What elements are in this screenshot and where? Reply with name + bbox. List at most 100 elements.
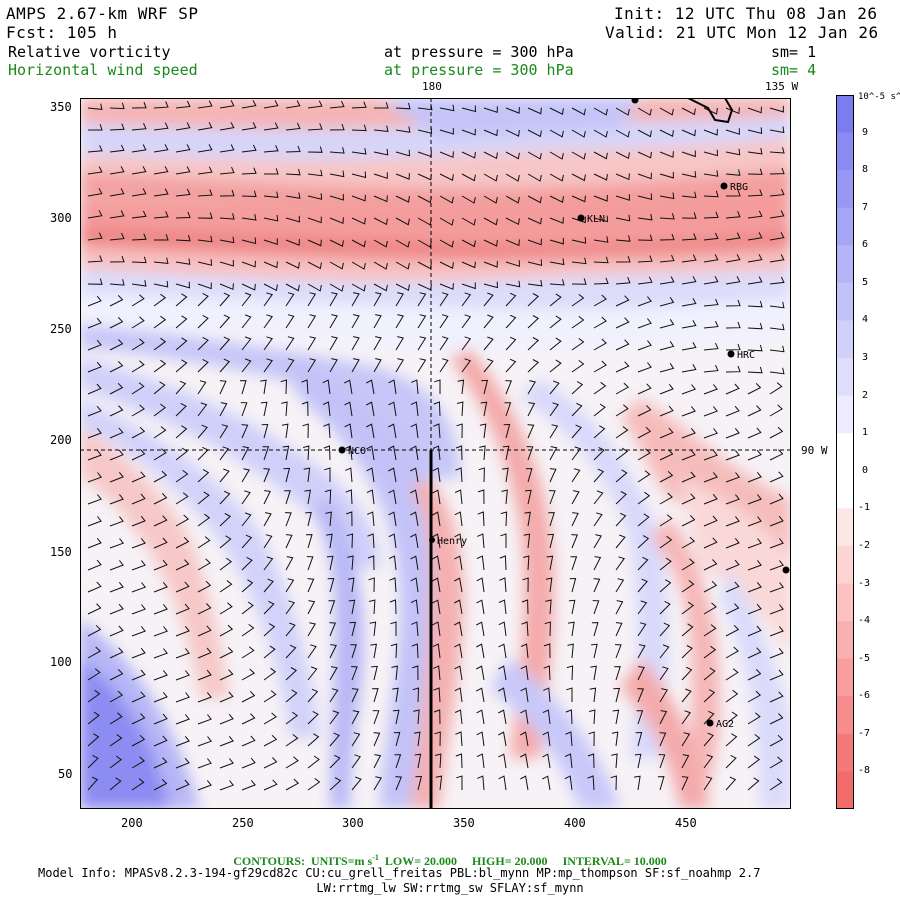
- wind-barb: [432, 555, 441, 571]
- wind-barb: [197, 580, 212, 593]
- wind-barb: [153, 626, 169, 637]
- station-nco: NCO: [338, 446, 366, 457]
- wind-barb: [637, 193, 653, 201]
- wind-barb: [593, 256, 609, 264]
- wind-barb: [219, 446, 230, 461]
- wind-barb: [109, 295, 124, 307]
- model-title: AMPS 2.67-km WRF SP: [6, 4, 199, 23]
- wind-barb: [747, 625, 762, 637]
- wind-barb: [498, 599, 507, 615]
- wind-barb: [527, 402, 536, 417]
- wind-barb: [571, 424, 582, 439]
- wind-barb: [307, 283, 322, 292]
- wind-barb: [87, 317, 102, 329]
- wind-barb: [769, 276, 785, 285]
- wind-barb: [241, 190, 257, 198]
- wind-barb: [239, 380, 247, 395]
- wind-barb: [747, 560, 762, 571]
- wind-barb: [461, 336, 472, 351]
- wind-barb: [197, 424, 208, 439]
- wind-barb: [525, 468, 533, 483]
- wind-barb: [725, 624, 740, 637]
- wind-barb: [395, 358, 404, 373]
- wind-barb: [637, 340, 652, 351]
- wind-barb: [87, 450, 102, 461]
- wind-barb: [703, 580, 718, 593]
- wind-barb: [725, 276, 741, 285]
- wind-barb: [373, 776, 382, 791]
- wind-barb: [476, 577, 485, 593]
- wind-barb: [131, 256, 147, 264]
- wind-barb: [109, 734, 123, 747]
- wind-barb: [703, 428, 719, 439]
- wind-barb: [109, 581, 124, 593]
- wind-barb: [659, 492, 673, 505]
- field2-level: at pressure = 300 hPa: [384, 61, 574, 79]
- wind-barb: [461, 128, 476, 136]
- wind-barb: [263, 214, 279, 222]
- wind-barb: [153, 359, 167, 373]
- model-info-line2: LW:rrtmg_lw SW:rrtmg_sw SFLAY:sf_mynn: [316, 881, 584, 895]
- wind-barb: [681, 171, 697, 178]
- wind-barb: [527, 129, 542, 138]
- wind-barb: [344, 445, 353, 461]
- wind-barb: [153, 188, 169, 197]
- wind-barb: [593, 381, 607, 395]
- wind-barb: [197, 758, 212, 769]
- wind-barb: [197, 603, 212, 615]
- wind-barb: [324, 489, 332, 505]
- colorbar-tick-label: -1: [858, 502, 871, 514]
- wind-barb: [395, 776, 403, 791]
- colorbar-segment: [836, 132, 854, 171]
- wind-barb: [611, 753, 618, 769]
- wind-barb: [439, 151, 454, 159]
- wind-barb: [197, 122, 213, 131]
- wind-barb: [366, 467, 375, 483]
- wind-barb: [390, 621, 397, 636]
- wind-barb: [417, 217, 432, 226]
- wind-barb: [87, 232, 103, 241]
- wind-barb: [241, 512, 252, 527]
- wind-barb: [593, 236, 609, 243]
- wind-barb: [681, 776, 689, 791]
- wind-barb: [480, 401, 488, 417]
- wind-barb: [587, 775, 595, 791]
- wind-barb: [703, 342, 719, 351]
- wind-barb: [219, 758, 234, 769]
- wind-barb: [461, 151, 476, 159]
- wind-barb: [307, 239, 322, 247]
- wind-barb: [285, 578, 295, 593]
- wind-barb: [637, 470, 651, 483]
- contours-interval: INTERVAL= 10.000: [562, 854, 667, 868]
- wind-barb: [301, 401, 309, 417]
- colorbar-segment: [836, 170, 854, 209]
- wind-barb: [241, 468, 250, 483]
- wind-barb: [351, 148, 367, 155]
- wind-barb: [241, 668, 256, 681]
- wind-barb: [373, 754, 382, 769]
- wind-barb: [322, 379, 331, 395]
- wind-barb: [637, 107, 652, 116]
- wind-barb: [241, 556, 253, 571]
- wind-barb: [703, 602, 717, 615]
- wind-barb: [681, 150, 696, 158]
- wind-barb: [109, 166, 125, 175]
- wind-barb: [175, 779, 190, 791]
- wind-barb: [346, 533, 354, 549]
- wind-barb: [432, 643, 441, 659]
- wind-barb: [153, 403, 167, 417]
- wind-barb: [175, 447, 188, 461]
- wind-barb: [520, 643, 529, 659]
- wind-barb: [571, 381, 584, 395]
- wind-barb: [285, 100, 301, 109]
- wind-barb: [571, 316, 585, 329]
- wind-barb: [681, 645, 693, 659]
- wind-barb: [527, 217, 542, 225]
- wind-barb: [153, 778, 168, 791]
- wind-barb: [435, 775, 443, 791]
- wind-barb: [769, 756, 783, 769]
- wind-barb: [659, 213, 675, 220]
- wind-barb: [747, 538, 763, 549]
- wind-barb: [681, 254, 697, 263]
- wind-barb: [611, 731, 619, 747]
